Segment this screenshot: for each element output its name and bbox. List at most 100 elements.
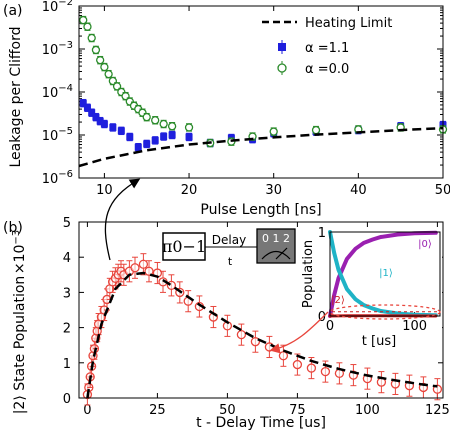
y-tick-label-a: 10−5 — [42, 126, 73, 144]
data-point-alpha11 — [151, 136, 159, 144]
ylabel-b: |2⟩ State Population — [12, 276, 28, 415]
panel-label-b: (b) — [3, 220, 23, 236]
x-tick-label-b: 125 — [425, 403, 450, 418]
data-point-alpha11 — [134, 143, 142, 151]
data-point-alpha00 — [87, 33, 96, 43]
x-tick-label-a: 30 — [265, 183, 282, 198]
data-point-b — [250, 337, 261, 347]
data-point-alpha00 — [167, 122, 177, 131]
inset-x-tick-label: 0 — [326, 319, 334, 334]
data-point-b — [278, 351, 289, 361]
meter-needle-icon — [275, 247, 288, 260]
x-tick-label-b: 100 — [355, 403, 380, 418]
legend-heating-label: Heating Limit — [305, 16, 392, 31]
inset-series-label: |2⟩ — [331, 295, 345, 306]
inset-ylabel: Population — [301, 240, 316, 308]
data-point-b — [130, 263, 140, 273]
t-label: t — [228, 255, 233, 268]
data-point-alpha11 — [83, 104, 91, 112]
arrow-to-data — [269, 311, 329, 354]
xlabel-a: Pulse Length [ns] — [200, 202, 321, 218]
data-point-alpha00 — [91, 45, 101, 55]
inset-series-line — [328, 230, 438, 318]
data-point-alpha11 — [109, 123, 117, 131]
x-tick-label-a: 20 — [181, 183, 198, 198]
y-tick-label-a: 10−2 — [42, 0, 73, 15]
data-point-alpha11 — [168, 131, 176, 139]
x-tick-label-b: 0 — [83, 403, 91, 418]
marks-b — [82, 253, 443, 406]
y-tick-label-a: 10−3 — [42, 40, 73, 58]
panel-a: (a) Leakage per Clifford 10 20 30 40 50 10−6 1… — [3, 0, 450, 218]
x-tick-label-a: 40 — [350, 183, 367, 198]
inset-series-line — [328, 230, 438, 318]
legend-alpha11-swatch — [278, 43, 286, 51]
x-tick-label-a: 50 — [435, 183, 450, 198]
ylabel-multiplier-b: ×10−3 — [11, 230, 28, 274]
data-point-b — [236, 329, 247, 340]
data-point-alpha11 — [117, 127, 125, 135]
data-point-b — [320, 366, 331, 377]
data-point-alpha00 — [159, 119, 168, 129]
pulse-sequence-schematic: π0−1 Delay t 0 1 2 — [162, 228, 296, 268]
data-point-alpha00 — [96, 56, 105, 65]
data-point-alpha00 — [104, 70, 113, 79]
xlabel-b: t - Delay Time [us] — [196, 415, 326, 431]
legend-alpha00-label: α =0.0 — [305, 62, 349, 77]
arrow-to-minimum — [104, 178, 141, 261]
data-point-alpha11 — [92, 113, 100, 121]
ylabel-a: Leakage per Clifford — [8, 26, 24, 167]
x-tick-label-b: 25 — [149, 403, 166, 418]
inset-frame — [329, 231, 441, 317]
data-point-alpha00 — [184, 123, 194, 132]
inset-xlabel: t [us] — [362, 334, 396, 349]
data-point-b — [144, 266, 154, 276]
data-point-b — [138, 259, 149, 269]
inset-x-tick-label: 100 — [402, 319, 427, 334]
inset-background — [302, 228, 442, 338]
data-point-alpha11 — [160, 133, 168, 141]
data-point-b — [306, 363, 317, 373]
marks-a — [78, 15, 448, 168]
y-tick-label-a: 10−4 — [42, 83, 73, 101]
data-point-alpha00 — [151, 116, 160, 125]
data-point-alpha11 — [88, 109, 96, 117]
y-tick-label-a: 10−6 — [42, 169, 73, 187]
heating-limit-line — [78, 126, 444, 168]
fit-line-b — [86, 271, 438, 399]
data-point-alpha00 — [269, 127, 278, 136]
y-tick-label-b: 3 — [63, 286, 71, 301]
pi-pulse-box — [162, 232, 206, 261]
panel-b: (b) |2⟩ State Population ×10−3 0 25 50 75 10… — [3, 216, 450, 431]
inset-y-tick-label: 1 — [318, 226, 326, 241]
meter-dial-icon — [261, 250, 291, 260]
plot-frame-b — [78, 221, 444, 399]
x-tick-label-b: 75 — [289, 403, 306, 418]
y-tick-label-b: 4 — [63, 251, 71, 266]
meter-levels-label: 0 1 2 — [262, 232, 290, 245]
inset-series-label: |1⟩ — [379, 268, 393, 279]
legend-alpha11-label: α =1.1 — [305, 41, 349, 56]
panel-label-a: (a) — [3, 3, 23, 19]
plot-frame-a — [78, 5, 444, 179]
inset-highlight-ellipse — [329, 304, 441, 320]
data-point-b — [292, 359, 303, 370]
data-point-alpha11 — [185, 133, 193, 141]
x-tick-label-a: 10 — [96, 183, 113, 198]
legend-alpha00-swatch — [277, 63, 287, 73]
pi-pulse-label: π0−1 — [162, 237, 206, 256]
delay-label: Delay — [212, 233, 246, 247]
data-point-alpha00 — [142, 113, 151, 122]
y-tick-label-b: 2 — [63, 322, 71, 337]
data-point-alpha11 — [96, 117, 104, 125]
data-point-alpha11 — [79, 99, 87, 107]
data-point-alpha11 — [126, 133, 134, 141]
data-point-alpha11 — [143, 140, 151, 148]
data-point-alpha11 — [100, 120, 108, 128]
y-tick-label-b: 1 — [63, 357, 71, 372]
data-point-alpha00 — [311, 125, 321, 135]
x-tick-label-b: 50 — [219, 403, 236, 418]
data-point-alpha00 — [79, 15, 88, 25]
